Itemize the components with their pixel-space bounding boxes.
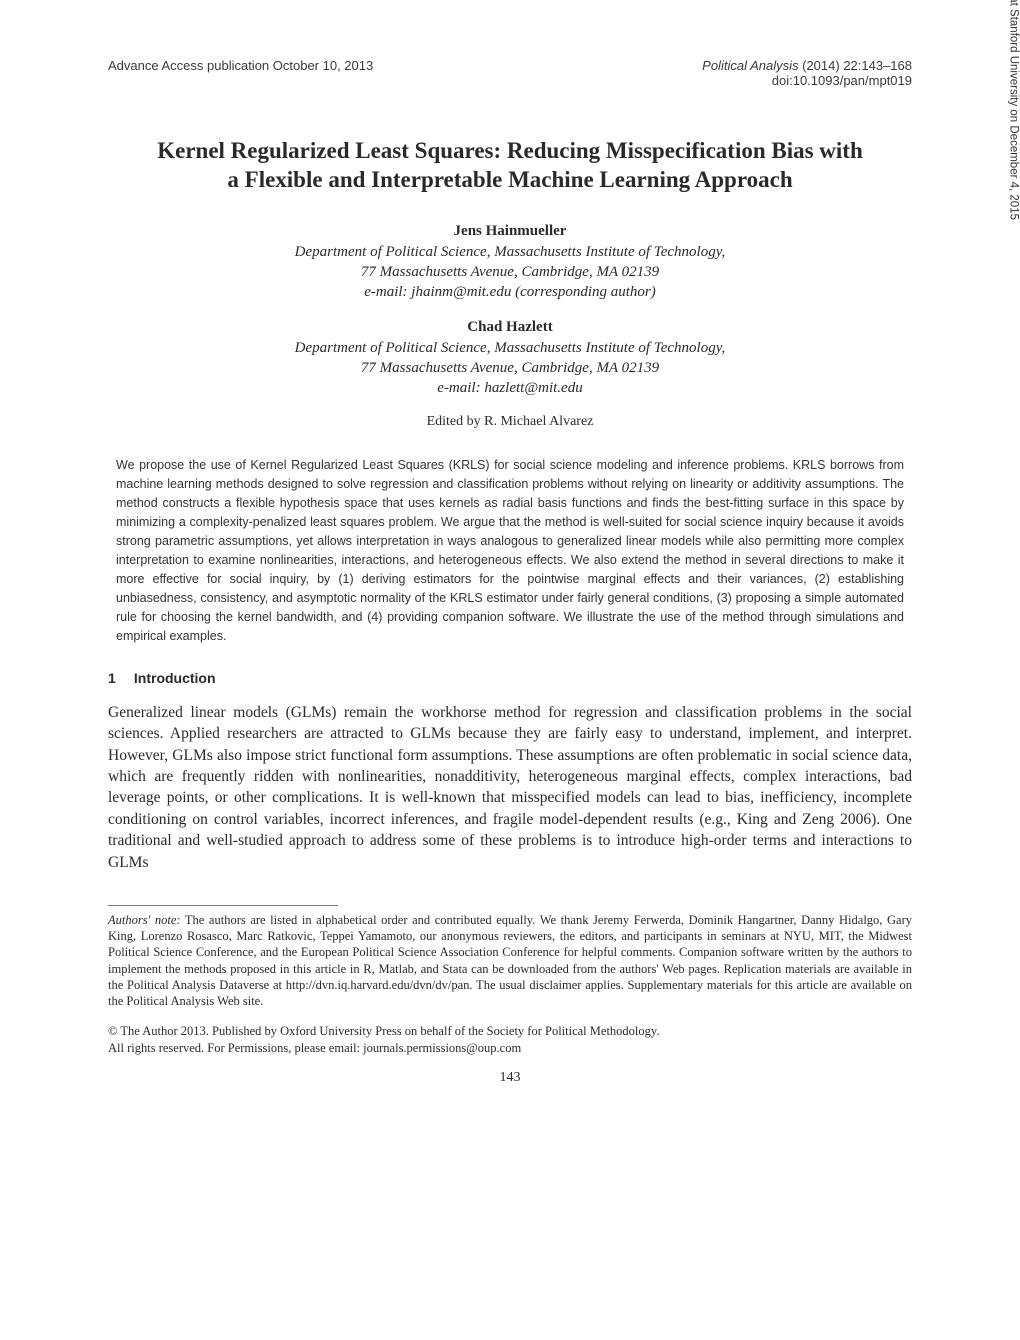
authors-note: Authors' note: The authors are listed in… — [108, 912, 912, 1010]
running-header: Advance Access publication October 10, 2… — [108, 58, 912, 88]
author-affiliation: Department of Political Science, Massach… — [108, 338, 912, 358]
journal-name: Political Analysis — [702, 58, 798, 73]
author-affiliation: 77 Massachusetts Avenue, Cambridge, MA 0… — [108, 262, 912, 282]
abstract: We propose the use of Kernel Regularized… — [116, 456, 904, 646]
author-affiliation: 77 Massachusetts Avenue, Cambridge, MA 0… — [108, 358, 912, 378]
author-name: Jens Hainmueller — [108, 223, 912, 240]
copyright: © The Author 2013. Published by Oxford U… — [108, 1023, 912, 1056]
journal-citation: (2014) 22:143–168 — [802, 58, 912, 73]
copyright-line: © The Author 2013. Published by Oxford U… — [108, 1023, 912, 1039]
header-left: Advance Access publication October 10, 2… — [108, 58, 373, 88]
page-number: 143 — [108, 1070, 912, 1086]
author-block-1: Jens Hainmueller Department of Political… — [108, 223, 912, 303]
section-number: 1 — [108, 670, 130, 686]
editor-line: Edited by R. Michael Alvarez — [108, 414, 912, 430]
author-name: Chad Hazlett — [108, 319, 912, 336]
footnote-rule — [108, 905, 338, 906]
section-heading: 1 Introduction — [108, 670, 912, 686]
author-email: e-mail: jhainm@mit.edu (corresponding au… — [108, 282, 912, 302]
side-suffix: at Stanford University on December 4, 20… — [1008, 0, 1020, 220]
article-title: Kernel Regularized Least Squares: Reduci… — [150, 136, 870, 195]
copyright-line: All rights reserved. For Permissions, pl… — [108, 1040, 912, 1056]
footnote-label: Authors' note: — [108, 913, 181, 927]
body-paragraph: Generalized linear models (GLMs) remain … — [108, 702, 912, 873]
header-right: Political Analysis (2014) 22:143–168 doi… — [702, 58, 912, 88]
doi: doi:10.1093/pan/mpt019 — [702, 73, 912, 88]
section-title: Introduction — [134, 670, 216, 686]
author-block-2: Chad Hazlett Department of Political Sci… — [108, 319, 912, 399]
author-email: e-mail: hazlett@mit.edu — [108, 378, 912, 398]
footnote-text: The authors are listed in alphabetical o… — [108, 913, 912, 1008]
download-attribution: Downloaded from http://pan.oxfordjournal… — [1008, 0, 1020, 220]
author-affiliation: Department of Political Science, Massach… — [108, 242, 912, 262]
